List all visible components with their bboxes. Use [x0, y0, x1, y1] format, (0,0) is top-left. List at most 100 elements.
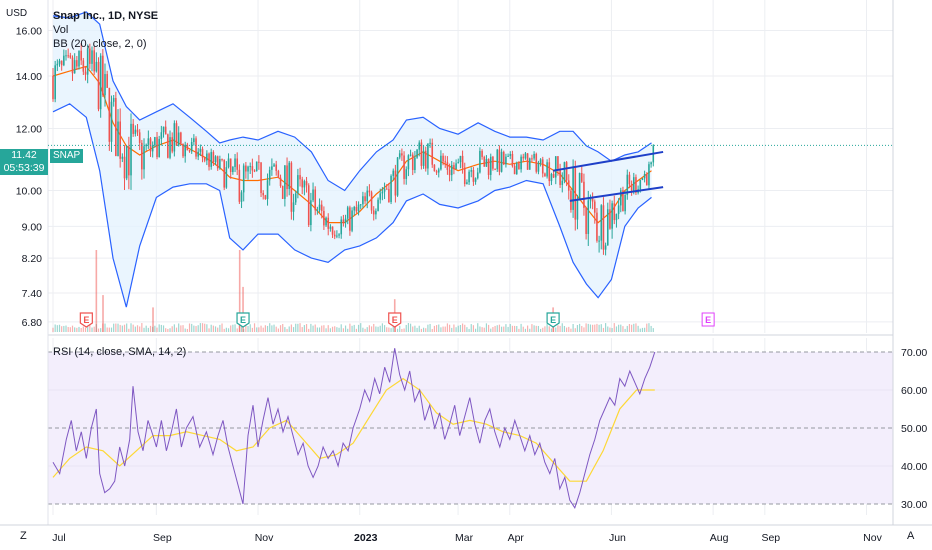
rsi-tick-label[interactable]: 60.00 [901, 385, 927, 397]
earnings-marker[interactable]: E [79, 312, 93, 328]
time-tick-label[interactable]: Sep [761, 532, 780, 544]
rsi-tick-label[interactable]: 70.00 [901, 347, 927, 359]
volume-bar [145, 325, 147, 332]
volume-legend[interactable]: Vol [53, 24, 69, 36]
time-tick-label[interactable]: Jun [609, 532, 626, 544]
candle-body [359, 204, 362, 206]
volume-bar [269, 323, 271, 332]
rsi-tick-label[interactable]: 30.00 [901, 499, 927, 511]
price-legend[interactable]: Snap Inc., 1D, NYSE Vol BB (20, close, 2… [53, 9, 158, 51]
volume-bar [54, 324, 56, 332]
price-tick-label[interactable]: 14.00 [16, 71, 42, 83]
zoom-button[interactable]: Z [20, 530, 27, 542]
auto-scale-button[interactable]: A [907, 530, 915, 542]
volume-bar [143, 327, 145, 332]
earnings-marker[interactable]: E [388, 312, 402, 328]
volume-bar [299, 323, 301, 332]
candle-body [583, 181, 585, 208]
rsi-tick-label[interactable]: 40.00 [901, 461, 927, 473]
volume-bar [609, 327, 611, 332]
volume-bar [340, 324, 342, 332]
volume-bar [329, 328, 331, 332]
candle-body [563, 162, 566, 181]
earnings-label: E [705, 315, 711, 325]
volume-spike [242, 286, 244, 332]
price-tick-label[interactable]: 7.40 [22, 288, 43, 300]
volume-bar [537, 325, 540, 332]
volume-bar [453, 324, 455, 332]
price-tick-label[interactable]: 12.00 [16, 123, 42, 135]
candle-body [405, 169, 408, 179]
time-tick-label[interactable]: 2023 [354, 532, 378, 544]
candle-body [186, 144, 189, 151]
last-price-tag: 11.42 05:53:39 [0, 149, 48, 175]
volume-bar [615, 326, 618, 332]
volume-bar [637, 325, 639, 332]
price-tick-label[interactable]: 10.00 [16, 186, 42, 198]
bb-upper-line [52, 11, 652, 192]
price-tick-label[interactable]: 9.00 [22, 221, 43, 233]
candle-body [197, 151, 199, 157]
earnings-marker[interactable]: E [701, 312, 715, 327]
volume-bar [123, 324, 126, 332]
volume-bar [61, 326, 63, 332]
candle-body [496, 149, 499, 170]
candle-body [128, 146, 130, 176]
rsi-title[interactable]: RSI (14, close, SMA, 14, 2) [53, 346, 187, 358]
candle-body [398, 153, 401, 158]
volume-bar [470, 324, 472, 332]
volume-bar [89, 324, 91, 332]
volume-bar [136, 325, 139, 332]
earnings-marker[interactable]: E [546, 312, 560, 328]
volume-bar [370, 326, 373, 332]
volume-bar [646, 323, 648, 332]
rsi-tick-label[interactable]: 50.00 [901, 423, 927, 435]
price-tick-label[interactable]: 8.20 [22, 253, 43, 265]
time-tick-label[interactable]: Nov [255, 532, 274, 544]
time-tick-label[interactable]: Mar [455, 532, 474, 544]
candle-body [609, 209, 611, 229]
volume-bar [633, 323, 635, 332]
candle-body [193, 138, 195, 143]
candle-body [268, 169, 271, 181]
candle-body [258, 161, 260, 163]
trend-channel[interactable] [552, 150, 664, 202]
volume-bar [403, 328, 405, 332]
price-tick-label[interactable]: 6.80 [22, 317, 43, 329]
volume-bar [407, 323, 410, 332]
volume-bar [652, 328, 654, 332]
volume-bar [93, 326, 95, 332]
time-tick-label[interactable]: Sep [153, 532, 172, 544]
time-tick-label[interactable]: Apr [508, 532, 525, 544]
candle-body [453, 165, 455, 170]
price-tick-label[interactable]: 16.00 [16, 26, 42, 38]
candle-body [518, 163, 520, 170]
volume-bar [221, 323, 223, 332]
bb-legend[interactable]: BB (20, close, 2, 0) [53, 38, 147, 50]
volume-bar [383, 325, 386, 332]
time-tick-label[interactable]: Jul [52, 532, 65, 544]
volume-bar [119, 324, 121, 332]
candle-body [606, 209, 609, 246]
volume-bar [58, 324, 61, 332]
candle-body [251, 166, 254, 171]
symbol-title[interactable]: Snap Inc., 1D, NYSE [53, 10, 159, 22]
price-candles[interactable] [52, 43, 655, 256]
time-tick-label[interactable]: Nov [863, 532, 882, 544]
candle-body [446, 162, 449, 170]
volume-bar [626, 325, 628, 332]
volume-bar [193, 325, 195, 332]
earnings-marker[interactable]: E [236, 312, 250, 328]
time-tick-label[interactable]: Aug [710, 532, 729, 544]
rsi-legend[interactable]: RSI (14, close, SMA, 14, 2) [53, 345, 186, 359]
earnings-badge [546, 312, 560, 328]
volume-bar [232, 324, 234, 332]
candle-body [175, 123, 178, 146]
candle-body [455, 163, 457, 170]
candle-body [494, 168, 496, 170]
candle-body [611, 203, 613, 229]
candle-body [353, 206, 356, 211]
